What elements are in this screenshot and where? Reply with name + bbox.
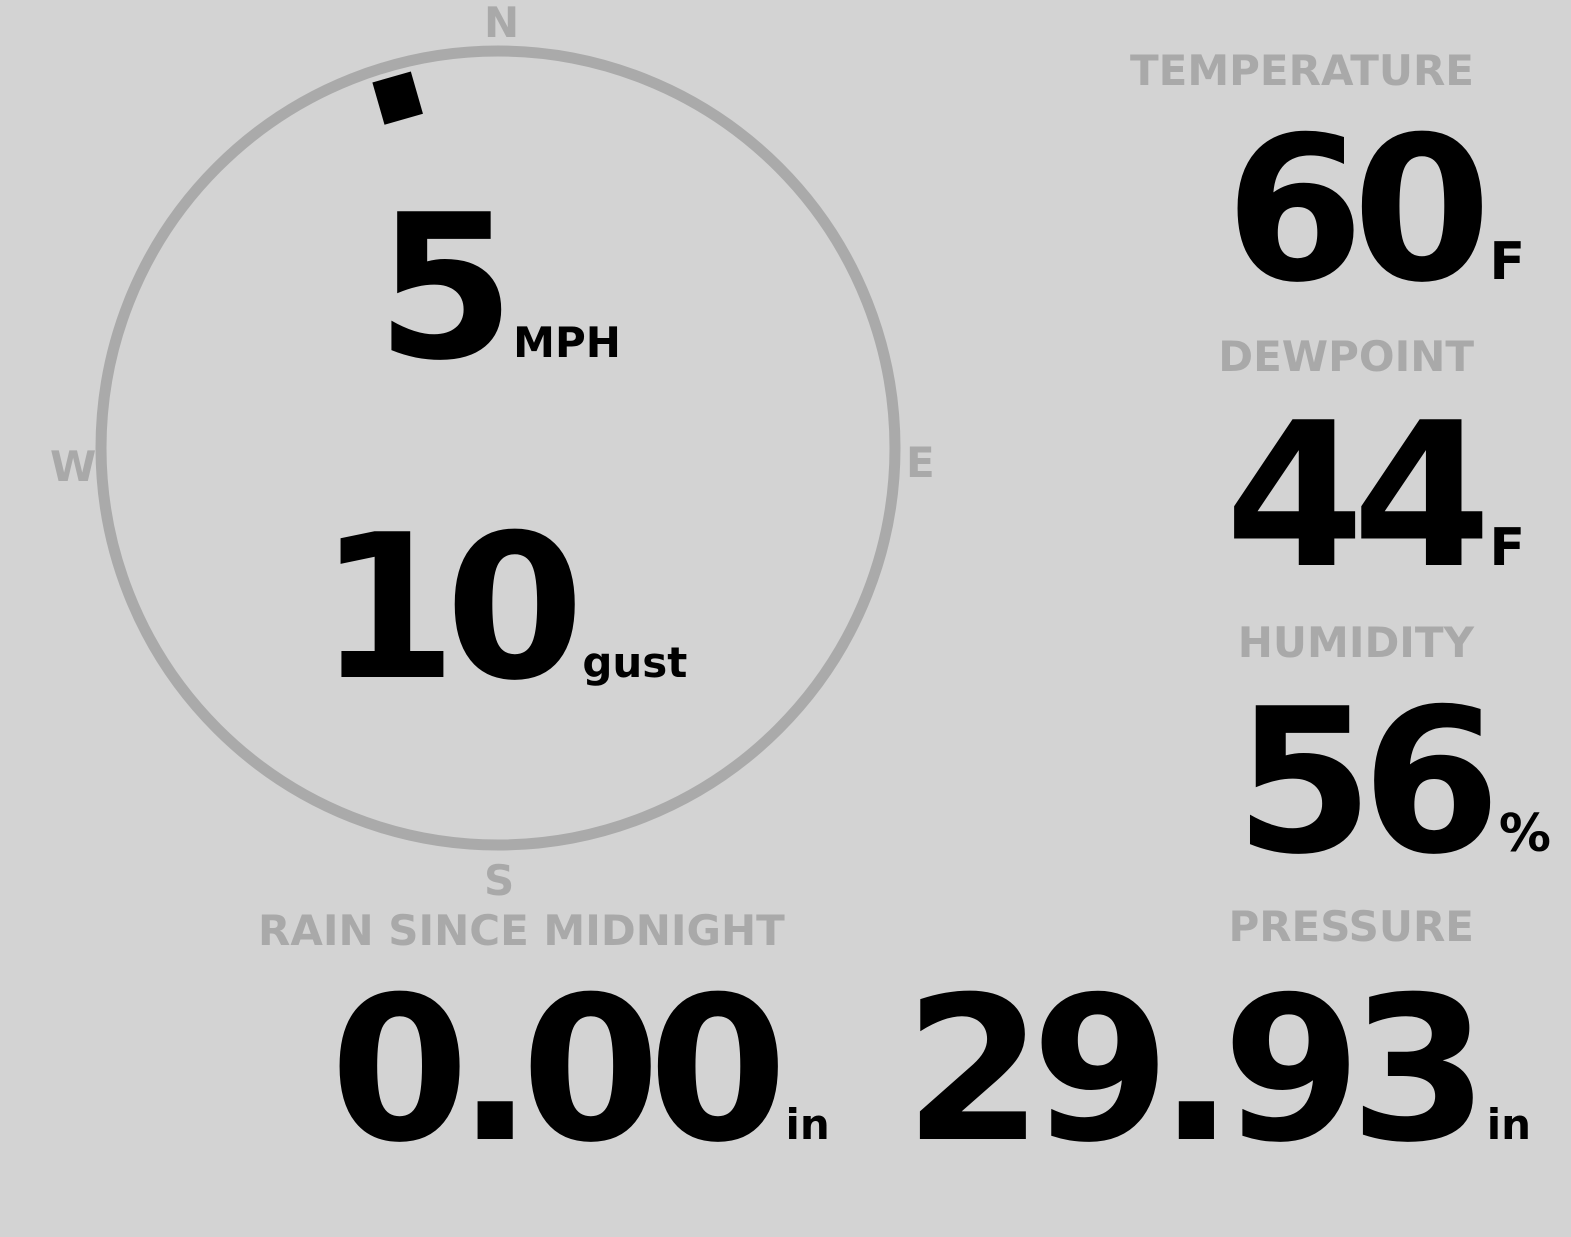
compass-east: E <box>906 438 935 487</box>
wind-speed: 5 MPH <box>376 172 621 405</box>
wind-direction-marker <box>372 71 423 125</box>
pressure-unit: in <box>1486 1100 1531 1149</box>
wind-speed-unit: MPH <box>513 318 621 367</box>
wind-speed-value: 5 <box>376 172 515 405</box>
dewpoint-unit: F <box>1489 518 1525 578</box>
temperature-unit: F <box>1489 232 1525 292</box>
compass-ring <box>95 45 901 851</box>
pressure: 29.93 in <box>904 954 1531 1187</box>
humidity-unit: % <box>1498 804 1551 864</box>
humidity-label: HUMIDITY <box>1237 618 1474 667</box>
compass-west: W <box>50 442 97 491</box>
temperature-label: TEMPERATURE <box>1130 46 1474 95</box>
dewpoint-value: 44 <box>1225 380 1491 613</box>
dewpoint: 44 F <box>1225 380 1525 613</box>
wind-gust-value: 10 <box>318 492 584 725</box>
rain-unit: in <box>785 1100 830 1149</box>
wind-gust: 10 gust <box>318 492 687 725</box>
temperature-value: 60 <box>1225 94 1491 327</box>
compass-south: S <box>484 856 515 905</box>
temperature: 60 F <box>1225 94 1525 327</box>
pressure-label: PRESSURE <box>1228 902 1474 951</box>
wind-gust-unit: gust <box>582 638 688 687</box>
rain-label: RAIN SINCE MIDNIGHT <box>258 906 785 955</box>
pressure-value: 29.93 <box>904 954 1489 1187</box>
humidity-value: 56 <box>1234 666 1501 899</box>
rain-value: 0.00 <box>330 954 787 1187</box>
dewpoint-label: DEWPOINT <box>1218 332 1474 381</box>
rain: 0.00 in <box>330 954 830 1187</box>
compass-north: N <box>484 0 520 47</box>
humidity: 56 % <box>1235 666 1551 899</box>
